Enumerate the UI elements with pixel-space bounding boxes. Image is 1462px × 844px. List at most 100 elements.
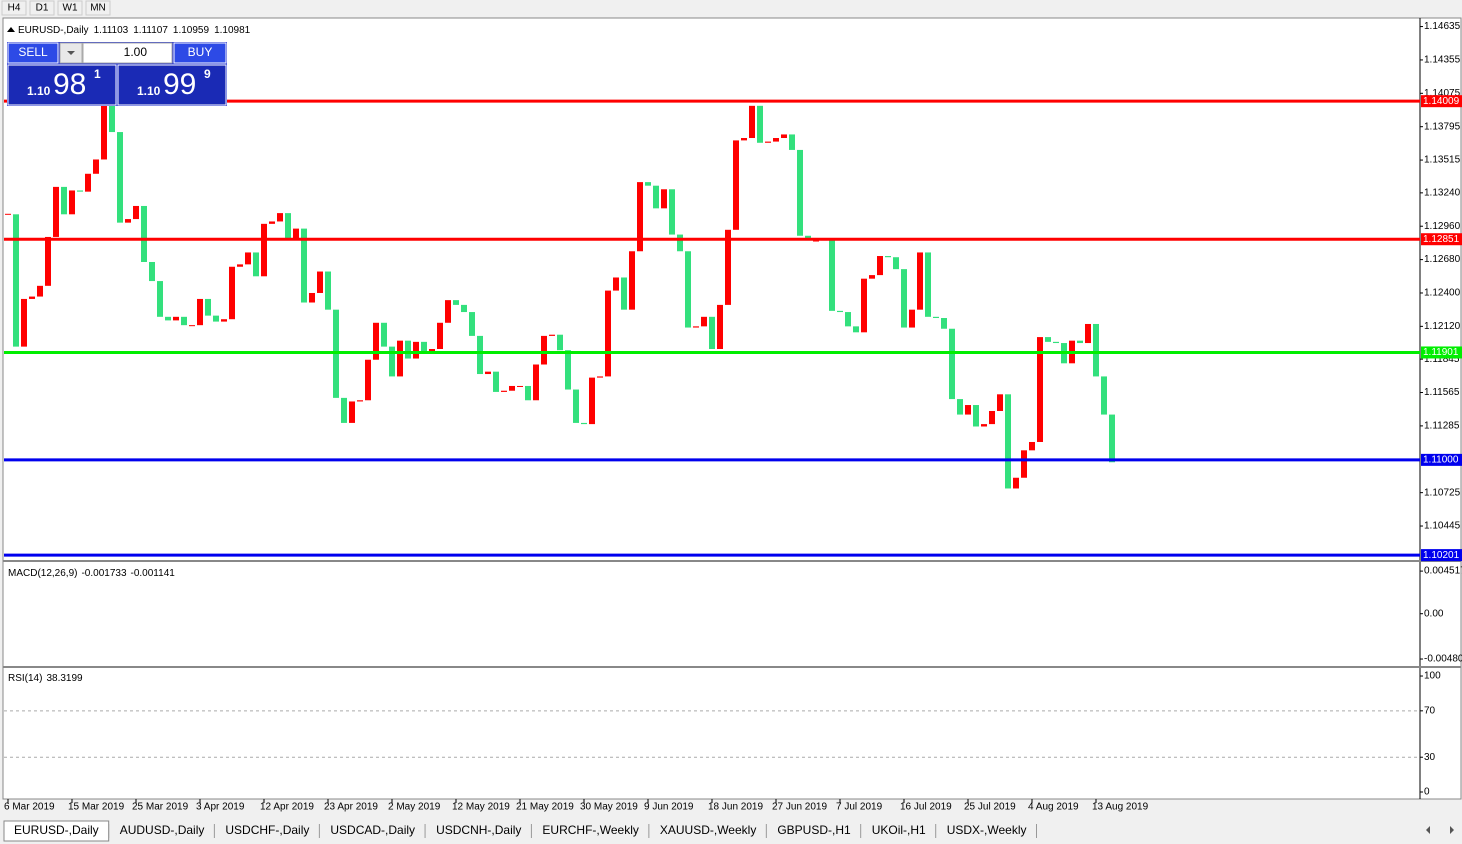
x-tick-label: 13 Aug 2019 xyxy=(1092,802,1149,813)
candle xyxy=(21,298,27,347)
candle xyxy=(1037,337,1043,442)
symbol-tab[interactable] xyxy=(767,821,861,841)
symbol-tab[interactable] xyxy=(215,821,320,841)
candle xyxy=(213,315,219,322)
timeframe-button[interactable] xyxy=(85,0,111,16)
candle xyxy=(501,390,507,392)
candle xyxy=(485,371,491,375)
candle xyxy=(77,190,83,192)
candle xyxy=(45,236,51,286)
x-tick-label: 12 Apr 2019 xyxy=(260,802,314,813)
candle xyxy=(757,105,763,143)
candle xyxy=(989,410,995,425)
candle xyxy=(645,182,651,186)
candle xyxy=(965,405,971,415)
y-tick-label: 1.12680 xyxy=(1424,254,1461,265)
symbol-tab[interactable] xyxy=(109,821,215,841)
candle xyxy=(29,296,35,299)
rsi-header: RSI(14) 38.3199 xyxy=(8,673,83,684)
candle xyxy=(53,186,59,237)
candle xyxy=(429,349,435,352)
symbol: EURUSD-,Daily xyxy=(18,25,89,36)
y-tick-label: -0.004806 xyxy=(1424,654,1462,665)
candle xyxy=(421,341,427,352)
symbol-tab-label: AUDUSD-,Daily xyxy=(120,823,205,837)
x-tick-label: 25 Jul 2019 xyxy=(964,802,1016,813)
candle xyxy=(1077,340,1083,344)
candle xyxy=(37,285,43,297)
candle xyxy=(917,252,923,310)
candle xyxy=(1085,323,1091,344)
candle xyxy=(173,316,179,321)
chart-frame xyxy=(2,17,1462,800)
candle xyxy=(685,251,691,328)
quote-value: 1.11107 xyxy=(133,25,168,36)
x-tick-label: 21 May 2019 xyxy=(516,802,574,813)
candle xyxy=(893,257,899,270)
quote-value: 1.11103 xyxy=(94,25,129,36)
candle xyxy=(261,223,267,277)
symbol-tab[interactable] xyxy=(426,821,532,841)
sell-label: SELL xyxy=(18,45,48,59)
candle xyxy=(997,394,1003,411)
candle xyxy=(533,364,539,401)
candle xyxy=(1005,394,1011,489)
candle xyxy=(437,322,443,350)
y-tick-label: 1.14355 xyxy=(1424,55,1461,66)
symbol-tab[interactable] xyxy=(861,821,936,841)
candle xyxy=(253,252,259,277)
candle xyxy=(621,277,627,310)
bid-pips: 98 xyxy=(53,68,86,101)
candle xyxy=(133,205,139,220)
candle xyxy=(901,269,907,328)
candle xyxy=(493,371,499,392)
timeframe-label: D1 xyxy=(36,3,49,14)
y-tick-label: 0.00 xyxy=(1424,608,1444,619)
candle xyxy=(773,138,779,142)
bid-box[interactable] xyxy=(7,64,117,106)
candle xyxy=(957,399,963,415)
candle xyxy=(813,240,819,242)
symbol-tab[interactable] xyxy=(649,821,767,841)
symbol-tab[interactable] xyxy=(936,821,1037,841)
symbol-tab-label: USDX-,Weekly xyxy=(947,823,1027,837)
candle xyxy=(1029,441,1035,451)
candle xyxy=(373,322,379,360)
candle xyxy=(61,186,67,215)
candle xyxy=(85,173,91,192)
one-click-trading: SELL 1.00 BUY 1.10 98 1 1.10 99 9 xyxy=(7,42,227,106)
candle xyxy=(301,228,307,303)
y-tick-label: 1.12120 xyxy=(1424,321,1461,332)
x-tick-label: 30 May 2019 xyxy=(580,802,638,813)
level-tag xyxy=(1421,346,1462,359)
candle xyxy=(797,149,803,236)
candle xyxy=(1093,323,1099,377)
x-tick-label: 6 Mar 2019 xyxy=(4,802,55,813)
candle xyxy=(589,377,595,425)
candle xyxy=(781,134,787,139)
candle xyxy=(845,312,851,327)
candle xyxy=(949,328,955,400)
symbol-tab[interactable] xyxy=(532,821,649,841)
timeframe-label: H4 xyxy=(8,3,21,14)
sell-button[interactable] xyxy=(7,42,59,64)
candle xyxy=(229,266,235,320)
timeframe-button[interactable] xyxy=(57,0,83,16)
buy-button[interactable] xyxy=(173,42,227,64)
symbol-tab[interactable] xyxy=(320,821,426,841)
candle xyxy=(717,304,723,350)
indicator-name: MACD(12,26,9) xyxy=(8,568,77,579)
y-tick-label: 70 xyxy=(1424,705,1436,716)
lot-input[interactable] xyxy=(82,42,173,64)
ask-box[interactable] xyxy=(117,64,227,106)
timeframe-button[interactable] xyxy=(1,0,27,16)
candle xyxy=(733,140,739,230)
symbol-tab-label: USDCNH-,Daily xyxy=(436,823,521,837)
level-tag xyxy=(1421,453,1462,466)
collapse-triangle[interactable] xyxy=(7,27,15,32)
candle xyxy=(189,325,195,327)
timeframe-button[interactable] xyxy=(29,0,55,16)
candle xyxy=(509,385,515,391)
x-tick-label: 27 Jun 2019 xyxy=(772,802,827,813)
